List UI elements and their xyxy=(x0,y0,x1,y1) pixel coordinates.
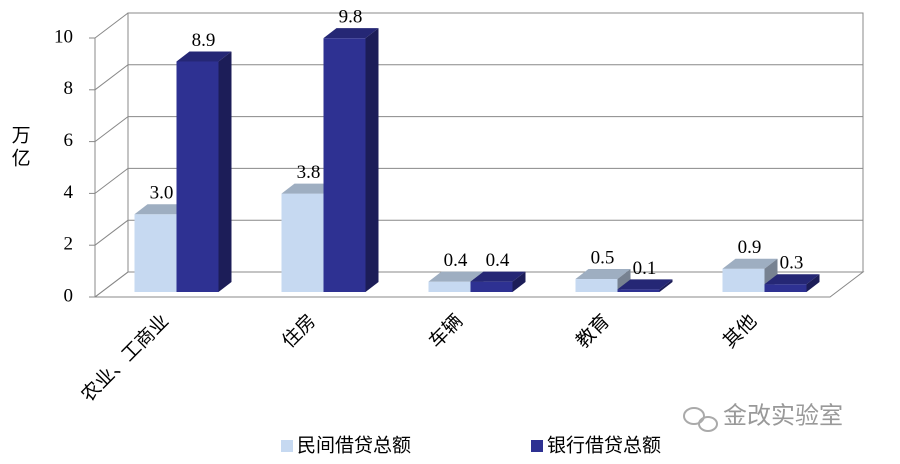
bar-top xyxy=(764,274,820,285)
bar-front xyxy=(176,61,219,292)
bar-side xyxy=(512,271,526,292)
bar-front xyxy=(134,214,177,292)
grid-line xyxy=(94,64,129,91)
x-tick-label: 车辆 xyxy=(425,310,467,352)
bar-top xyxy=(134,204,190,215)
y-tick-label: 4 xyxy=(64,182,74,203)
bar-top xyxy=(617,279,673,290)
bar xyxy=(176,51,232,292)
value-label: 0.5 xyxy=(591,247,615,268)
value-label: 8.9 xyxy=(192,30,216,51)
grid-line xyxy=(94,12,129,39)
bar-front xyxy=(722,268,765,292)
value-label: 0.3 xyxy=(780,253,804,274)
bar-front xyxy=(617,289,660,292)
value-label: 0.4 xyxy=(444,250,468,271)
y-tick-label: 0 xyxy=(64,285,74,306)
legend-label: 民间借贷总额 xyxy=(297,434,411,456)
y-tick-label: 2 xyxy=(64,234,74,255)
value-label: 0.9 xyxy=(738,237,762,258)
legend-swatch xyxy=(281,440,293,452)
bar-side xyxy=(659,279,673,292)
bar-front xyxy=(281,193,324,292)
bar-side xyxy=(365,28,379,293)
bar-top xyxy=(281,183,337,194)
legend-swatch xyxy=(531,440,543,452)
value-label: 0.4 xyxy=(486,250,510,271)
y-tick-label: 6 xyxy=(64,130,74,151)
x-tick-label: 教育 xyxy=(572,310,614,352)
grid-line xyxy=(94,219,129,246)
bar-top xyxy=(428,271,484,282)
bar-side xyxy=(806,274,820,292)
bar-top xyxy=(323,28,379,39)
value-label: 9.8 xyxy=(339,7,363,28)
y-tick-label: 10 xyxy=(54,26,73,47)
x-tick-label: 住房 xyxy=(278,310,320,352)
bar-front xyxy=(470,281,513,292)
bar-top xyxy=(722,258,778,269)
x-tick-label: 其他 xyxy=(719,310,761,352)
bar xyxy=(323,28,379,293)
watermark-icon xyxy=(683,407,718,432)
legend-label: 银行借贷总额 xyxy=(547,434,661,456)
bar-front xyxy=(764,284,807,292)
bar-side xyxy=(218,51,232,292)
grid-line xyxy=(94,271,129,298)
y-tick-label: 8 xyxy=(64,78,74,99)
watermark: 金改实验室 xyxy=(723,403,843,430)
bar-top xyxy=(575,269,631,280)
bar xyxy=(617,279,673,292)
bar-top xyxy=(176,51,232,62)
x-tick-label: 农业、工商业 xyxy=(77,310,173,406)
bar-side xyxy=(617,269,631,292)
bar-front xyxy=(575,279,618,292)
y-axis-label: 万亿 xyxy=(9,125,31,171)
bar xyxy=(470,271,526,292)
bar-top xyxy=(470,271,526,282)
value-label: 3.0 xyxy=(150,183,174,204)
bar xyxy=(575,269,631,292)
grid-line xyxy=(94,116,129,142)
back-wall xyxy=(127,12,864,273)
bar-front xyxy=(323,38,366,293)
grid-line xyxy=(94,168,129,194)
value-label: 3.8 xyxy=(297,162,321,183)
bar-front xyxy=(428,281,471,292)
bar xyxy=(764,274,820,292)
value-label: 0.1 xyxy=(633,258,657,279)
